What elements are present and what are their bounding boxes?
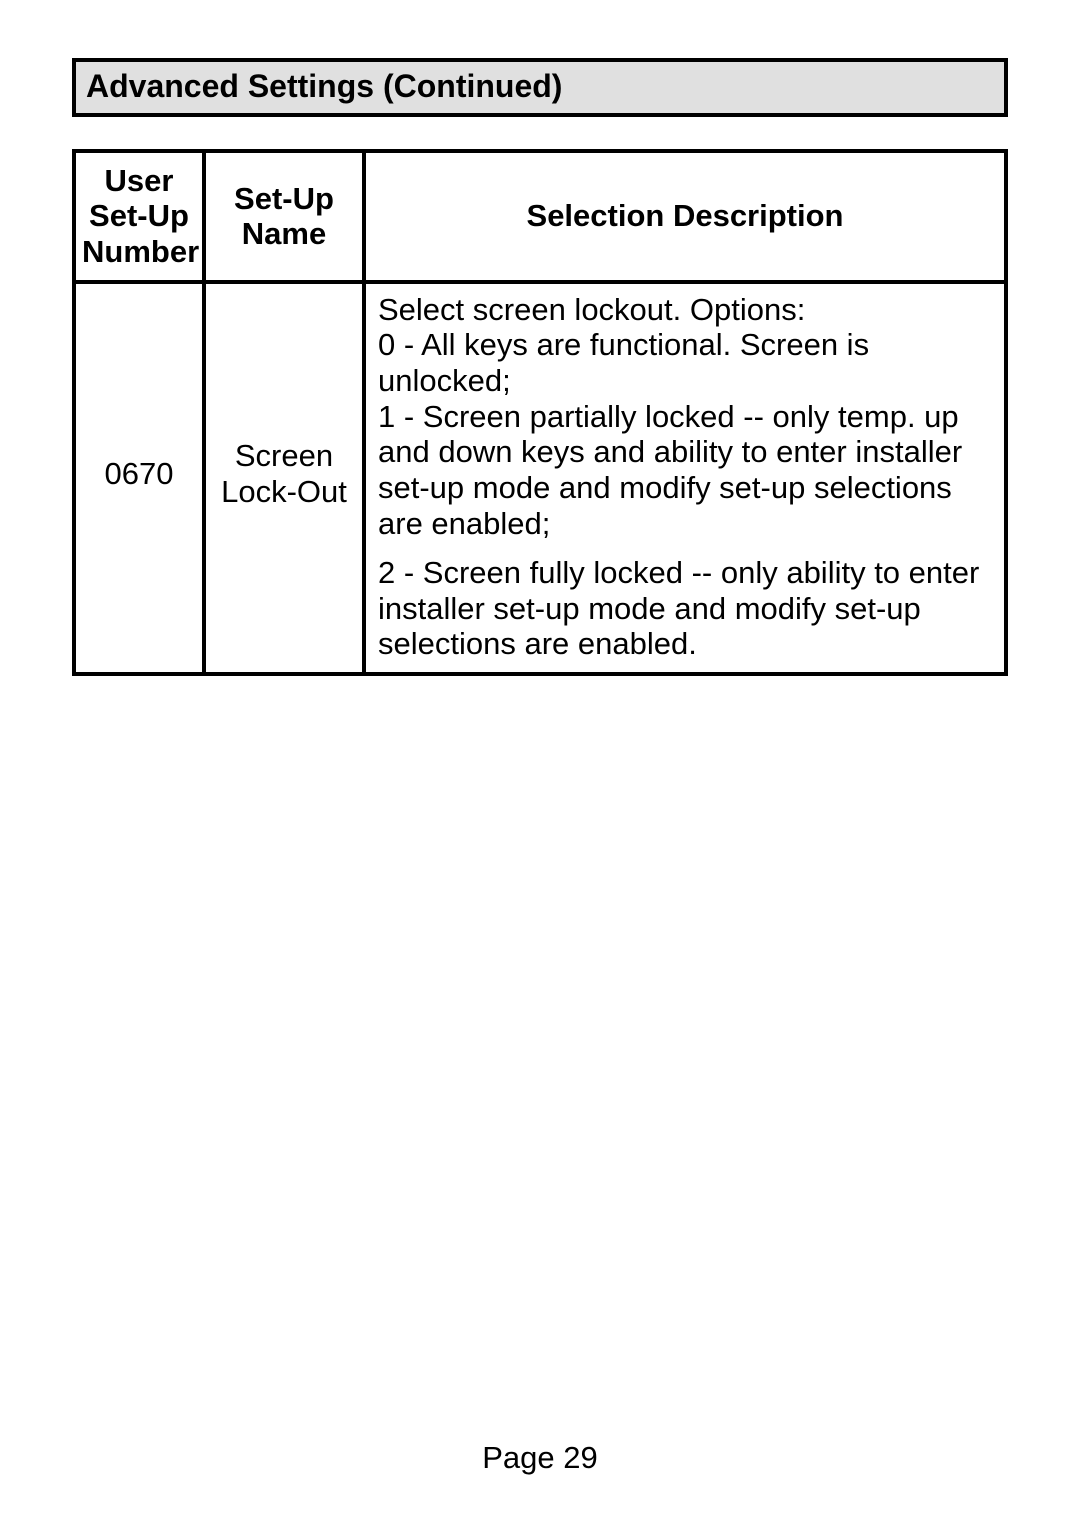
section-header: Advanced Settings (Continued) (72, 58, 1008, 117)
column-header-setup-name: Set-Up Name (204, 151, 364, 282)
column-header-selection-description: Selection Description (364, 151, 1006, 282)
column-header-user-setup-number: User Set-Up Number (74, 151, 204, 282)
table-row: 0670 Screen Lock-Out Select screen locko… (74, 282, 1006, 674)
description-paragraph-1: Select screen lockout. Options:0 - All k… (378, 292, 992, 541)
manual-page: Advanced Settings (Continued) User Set-U… (0, 0, 1080, 1524)
description-paragraph-2: 2 - Screen fully locked -- only ability … (378, 555, 992, 662)
table-header-row: User Set-Up Number Set-Up Name Selection… (74, 151, 1006, 282)
settings-table: User Set-Up Number Set-Up Name Selection… (72, 149, 1008, 676)
page-footer: Page 29 (0, 1440, 1080, 1476)
cell-setup-number: 0670 (74, 278, 204, 670)
cell-selection-description: Select screen lockout. Options:0 - All k… (364, 282, 1006, 674)
cell-setup-name: Screen Lock-Out (204, 278, 364, 670)
